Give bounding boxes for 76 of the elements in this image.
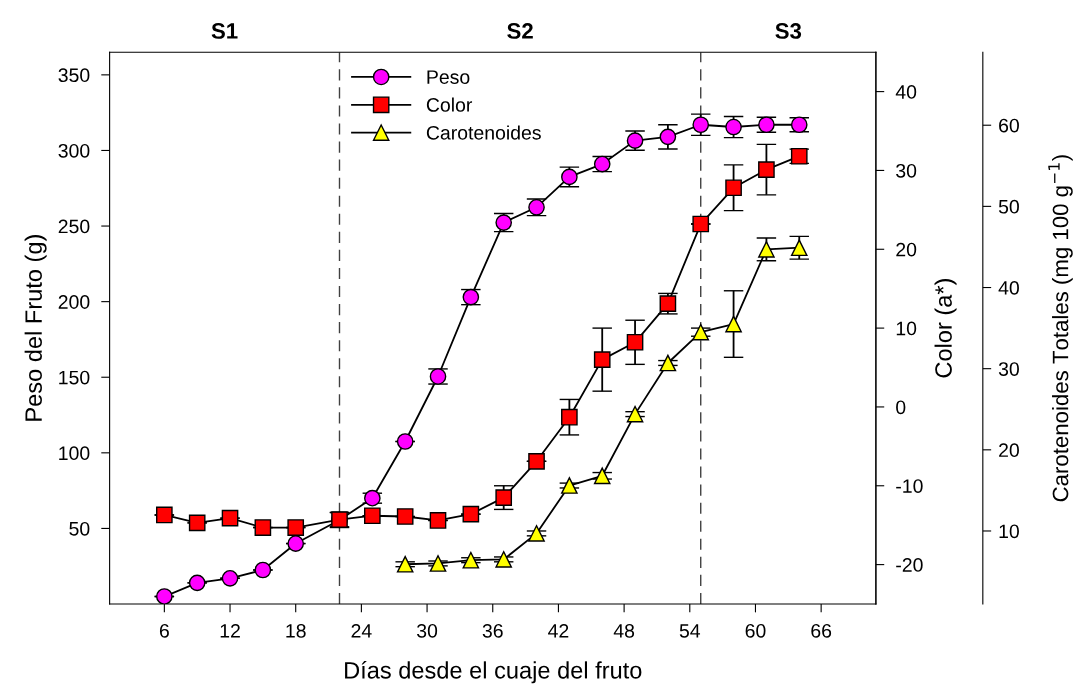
y2-tick-label: 20	[896, 242, 917, 257]
x-tick-label: 18	[286, 623, 306, 638]
x-tick-label: 24	[351, 623, 372, 638]
y3-tick-label: 10	[999, 524, 1019, 539]
point	[188, 574, 206, 592]
y3-tick-label: 40	[998, 280, 1019, 295]
y-tick-label: 250	[58, 219, 90, 234]
y-axis-title: Peso del Fruto (g)	[24, 235, 47, 421]
point	[659, 128, 677, 146]
x-tick-label: 12	[220, 623, 240, 638]
point	[396, 508, 414, 525]
point	[626, 405, 644, 423]
point	[364, 507, 381, 525]
point	[725, 315, 742, 333]
point	[254, 561, 272, 579]
y3-tick-label: 60	[999, 118, 1019, 133]
point	[561, 477, 578, 494]
point	[396, 555, 414, 573]
point	[462, 505, 480, 523]
x-tick-label: 48	[613, 623, 635, 638]
y3-tick-label: 20	[999, 443, 1019, 458]
point	[758, 161, 775, 178]
point	[429, 555, 447, 572]
point	[396, 433, 414, 450]
point	[659, 354, 677, 372]
x-tick-label: 60	[745, 623, 766, 638]
point	[725, 179, 742, 197]
text: S3	[775, 23, 802, 39]
text: S1	[211, 23, 238, 39]
point	[593, 351, 611, 368]
point	[156, 506, 173, 524]
point	[495, 489, 513, 506]
legend-label: Color	[426, 97, 473, 112]
point	[254, 519, 272, 536]
x-tick-label: 66	[811, 623, 832, 638]
x-tick-label: 30	[417, 623, 438, 638]
point	[528, 525, 545, 542]
legend-label: Carotenoides	[426, 125, 541, 140]
y2-tick-label: -20	[896, 558, 923, 572]
point	[561, 408, 578, 426]
y-tick-label: 50	[69, 521, 90, 536]
y2-tick-label: 0	[896, 400, 906, 415]
y2-tick-label: 40	[895, 85, 917, 99]
point	[221, 509, 239, 527]
point	[626, 333, 644, 351]
y3-tick-label: 50	[998, 199, 1019, 214]
y-tick-label: 200	[58, 295, 90, 309]
text: S2	[507, 23, 533, 39]
point	[287, 535, 305, 552]
y3-tick-label: 30	[998, 362, 1019, 376]
point	[221, 569, 239, 587]
y-tick-label: 300	[58, 143, 90, 158]
x-tick-label: 54	[679, 624, 701, 638]
point	[156, 588, 173, 605]
y2-axis-title: Color (a*)	[934, 279, 957, 378]
point	[692, 323, 710, 341]
y2-tick-label: 10	[896, 321, 917, 336]
x-tick-label: 6	[159, 623, 169, 638]
x-tick-label: 36	[482, 623, 503, 638]
y-tick-label: 350	[58, 68, 90, 83]
point	[287, 519, 305, 536]
point	[593, 467, 611, 485]
y2-tick-label: -10	[896, 479, 923, 494]
point	[528, 452, 545, 470]
y-tick-label: 150	[59, 370, 90, 385]
x-tick-label: 42	[548, 623, 569, 638]
y3-axis-title: Carotenoides Totales (mg 100 g$^{−1}$)	[1048, 155, 1073, 502]
y2-tick-label: 30	[896, 163, 917, 178]
legend-label: Peso	[427, 70, 470, 84]
point	[495, 551, 513, 568]
point	[188, 514, 206, 532]
x-axis-title: Días desde el cuaje del fruto	[345, 661, 642, 684]
y-tick-label: 100	[59, 446, 90, 461]
point	[462, 551, 480, 569]
point	[429, 512, 447, 529]
point	[692, 215, 710, 233]
